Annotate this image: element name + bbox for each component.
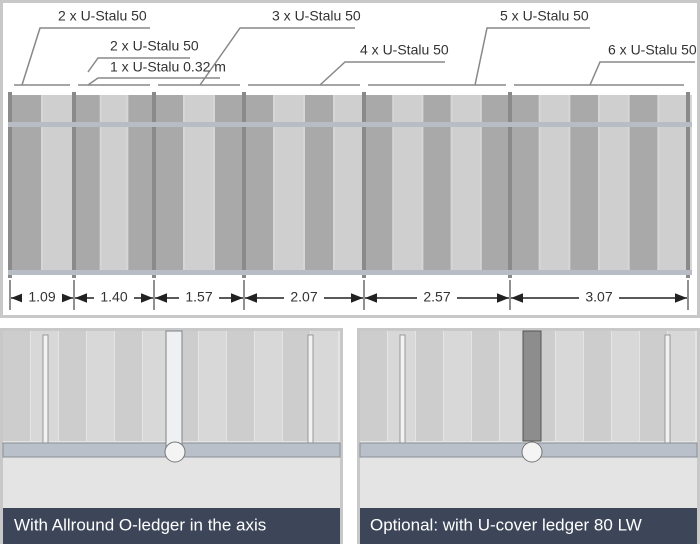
- cover-ledger: [522, 330, 542, 442]
- board: [360, 331, 387, 441]
- caption-bar: [360, 508, 697, 544]
- dimension-bg: [179, 288, 219, 308]
- board: [472, 331, 499, 441]
- board: [444, 331, 471, 441]
- post: [242, 92, 246, 278]
- coupler: [164, 441, 186, 463]
- post: [152, 92, 156, 278]
- boards: [8, 92, 692, 278]
- label: 4 x U-Stalu 50: [360, 42, 449, 58]
- dimension-label: 1.40: [100, 289, 127, 305]
- board: [199, 331, 226, 441]
- board: [668, 331, 695, 441]
- dimension-label: 2.57: [423, 289, 450, 305]
- dimension-label: 3.07: [585, 289, 612, 305]
- board: [59, 331, 86, 441]
- post: [686, 92, 690, 278]
- leaders: [14, 27, 695, 86]
- leader-line: [158, 27, 355, 86]
- board: [115, 331, 142, 441]
- post: [42, 334, 49, 448]
- board: [227, 331, 254, 441]
- post: [8, 92, 12, 278]
- dimension-bg: [22, 288, 62, 308]
- leader-line: [78, 77, 220, 86]
- leader-line: [14, 27, 150, 86]
- post: [72, 92, 76, 278]
- coupler: [521, 441, 543, 463]
- leader-line: [368, 27, 590, 86]
- board: [3, 331, 30, 441]
- board: [584, 331, 611, 441]
- dimensions: 1.09 1.40 1.57 2.07 2.57 3.07: [9, 280, 689, 310]
- post: [664, 334, 671, 448]
- caption: Optional: with U-cover ledger 80 LW: [370, 515, 642, 534]
- dimension-label: 2.07: [290, 289, 317, 305]
- dimension-bg: [94, 288, 134, 308]
- post: [399, 334, 406, 448]
- caption: With Allround O-ledger in the axis: [14, 515, 266, 534]
- dimension-label: 1.57: [185, 289, 212, 305]
- label: 2 x U-Stalu 50: [110, 38, 199, 54]
- board: [640, 331, 667, 441]
- ledger: [8, 122, 692, 127]
- board: [255, 331, 282, 441]
- detail-drawing: [2, 330, 698, 463]
- caption-bar: [3, 508, 340, 544]
- board: [416, 331, 443, 441]
- post: [307, 334, 314, 448]
- board: [556, 331, 583, 441]
- board: [87, 331, 114, 441]
- post: [362, 92, 366, 278]
- dimension-bg: [417, 288, 457, 308]
- label: 6 x U-Stalu 50: [608, 42, 697, 58]
- board: [283, 331, 310, 441]
- dimension-bg: [579, 288, 619, 308]
- leader-line: [87, 57, 190, 73]
- center-post: [165, 330, 183, 450]
- dimension-label: 1.09: [28, 289, 55, 305]
- ledger: [8, 270, 692, 275]
- label: 1 x U-Stalu 0.32 m: [110, 59, 226, 75]
- board: [612, 331, 639, 441]
- board: [311, 331, 338, 441]
- label: 5 x U-Stalu 50: [500, 8, 589, 24]
- label: 3 x U-Stalu 50: [272, 8, 361, 24]
- leader-line: [514, 61, 695, 86]
- dimension-bg: [284, 288, 324, 308]
- leader-line: [248, 61, 445, 86]
- post: [508, 92, 512, 278]
- label: 2 x U-Stalu 50: [58, 8, 147, 24]
